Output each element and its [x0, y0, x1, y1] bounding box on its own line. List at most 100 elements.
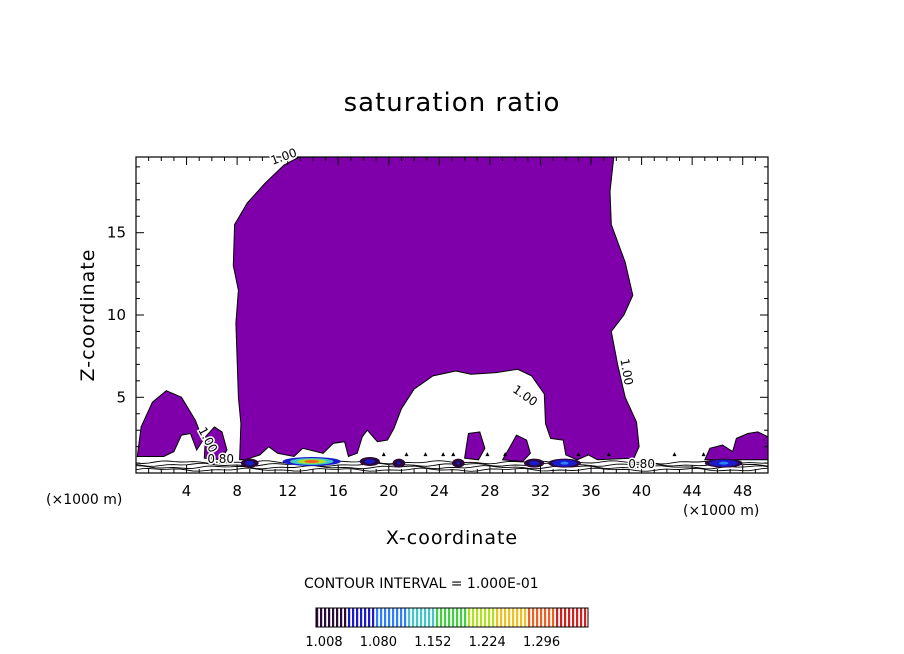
x-tick-label-28: 28: [480, 482, 499, 500]
colorbar-stripe-56: [540, 608, 543, 627]
colorbar-stripe-67: [584, 608, 587, 627]
colorbar-stripe-41: [480, 608, 483, 627]
surface-contour-line-2: [135, 462, 769, 467]
chart-title: saturation ratio: [343, 88, 561, 118]
colorbar-stripe-64: [572, 608, 575, 627]
colorbar-stripe-5: [336, 608, 339, 627]
small-contour-9: [672, 452, 677, 457]
hotspot-4-level-3: [397, 461, 401, 465]
contour-label-5: 0.80: [628, 457, 655, 471]
small-contour-7: [576, 452, 581, 457]
small-contour-8: [606, 452, 611, 457]
contour-label-2: 1.00: [510, 382, 540, 409]
colorbar-stripe-62: [564, 608, 567, 627]
colorbar-stripe-3: [328, 608, 331, 627]
x-unit-note-right: (×1000 m): [683, 503, 760, 519]
colorbar-stripe-1: [320, 608, 323, 627]
colorbar-stripe-54: [532, 608, 535, 627]
colorbar-stripe-51: [520, 608, 523, 627]
colorbar-stripe-60: [556, 608, 559, 627]
colorbar-stripe-37: [464, 608, 467, 627]
colorbar-stripe-34: [452, 608, 455, 627]
small-contour-10: [701, 452, 706, 457]
colorbar-stripe-52: [524, 608, 527, 627]
colorbar-stripe-2: [324, 608, 327, 627]
x-unit-note-left: (×1000 m): [46, 492, 123, 508]
colorbar-stripe-17: [384, 608, 387, 627]
colorbar-stripe-6: [340, 608, 343, 627]
colorbar-stripe-4: [332, 608, 335, 627]
hotspot-3-level-3: [247, 461, 252, 465]
colorbar-stripe-42: [484, 608, 487, 627]
small-contour-4: [451, 452, 456, 457]
colorbar-stripe-66: [580, 608, 583, 627]
colorbar-stripe-9: [352, 608, 355, 627]
colorbar-stripe-31: [440, 608, 443, 627]
colorbar-stripe-30: [436, 608, 439, 627]
x-tick-label-36: 36: [581, 482, 600, 500]
colorbar-stripe-23: [408, 608, 411, 627]
colorbar-stripe-24: [412, 608, 415, 627]
colorbar-stripe-43: [488, 608, 491, 627]
colorbar-label-3: 1.224: [469, 635, 506, 650]
colorbar-stripe-36: [460, 608, 463, 627]
colorbar-stripe-11: [360, 608, 363, 627]
contour-interval-label: CONTOUR INTERVAL = 1.000E-01: [304, 576, 539, 592]
colorbar-stripe-32: [444, 608, 447, 627]
hotspot-0-level-3: [304, 459, 319, 463]
colorbar-label-2: 1.152: [414, 635, 451, 650]
colorbar-stripe-48: [508, 608, 511, 627]
x-tick-label-32: 32: [531, 482, 550, 500]
small-contour-3: [441, 452, 446, 457]
contour-label-4: 0.80: [207, 452, 234, 466]
small-contour-1: [404, 452, 409, 457]
colorbar-stripe-45: [496, 608, 499, 627]
colorbar-stripe-46: [500, 608, 503, 627]
colorbar-stripe-27: [424, 608, 427, 627]
colorbar-stripe-15: [376, 608, 379, 627]
small-contour-5: [485, 452, 490, 457]
surface-contour-line-1: [135, 465, 769, 470]
colorbar-stripe-59: [552, 608, 555, 627]
colorbar-stripe-22: [404, 608, 407, 627]
x-axis-label: X-coordinate: [385, 527, 519, 549]
colorbar-label-1: 1.080: [360, 635, 397, 650]
colorbar-stripe-16: [380, 608, 383, 627]
colorbar-stripe-14: [372, 608, 375, 627]
colorbar-frame: [315, 607, 589, 628]
supersaturated-patch-2: [501, 434, 531, 463]
x-tick-label-24: 24: [430, 482, 449, 500]
colorbar-label-4: 1.296: [523, 635, 560, 650]
colorbar-stripe-40: [476, 608, 479, 627]
colorbar-stripe-50: [516, 608, 519, 627]
small-contour-0: [381, 452, 386, 457]
colorbar-stripe-29: [432, 608, 435, 627]
colorbar-stripe-57: [544, 608, 547, 627]
colorbar-stripe-8: [348, 608, 351, 627]
y-tick-label-10: 10: [107, 306, 126, 324]
contour-label-3: 1.00: [617, 358, 635, 387]
colorbar-stripe-19: [392, 608, 395, 627]
colorbar-stripe-39: [472, 608, 475, 627]
x-tick-label-4: 4: [182, 482, 192, 500]
x-tick-label-40: 40: [632, 482, 651, 500]
colorbar-stripe-10: [356, 608, 359, 627]
hotspot-5-level-3: [531, 461, 537, 465]
small-contour-6: [503, 452, 508, 457]
colorbar-stripe-61: [560, 608, 563, 627]
colorbar-stripe-18: [388, 608, 391, 627]
hotspot-2-level-3: [719, 461, 729, 465]
colorbar-stripe-12: [364, 608, 367, 627]
small-contour-2: [423, 452, 428, 457]
x-tick-label-16: 16: [329, 482, 348, 500]
supersaturated-patch-1: [203, 426, 228, 461]
colorbar-stripe-49: [512, 608, 515, 627]
colorbar-stripe-35: [456, 608, 459, 627]
hotspot-6-level-3: [456, 461, 460, 465]
colorbar-stripe-7: [344, 608, 347, 627]
colorbar-stripe-47: [504, 608, 507, 627]
x-tick-label-48: 48: [733, 482, 752, 500]
x-tick-label-8: 8: [232, 482, 242, 500]
colorbar-stripe-21: [400, 608, 403, 627]
x-tick-label-20: 20: [379, 482, 398, 500]
